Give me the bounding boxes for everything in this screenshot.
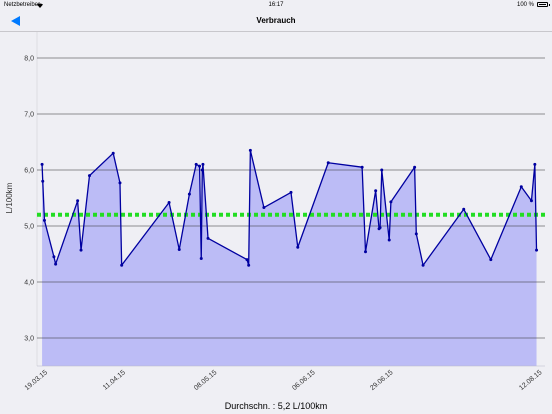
- y-axis-label: L/100km: [5, 182, 14, 213]
- data-point: [289, 190, 293, 194]
- data-point: [247, 263, 251, 267]
- x-tick-label: 08.05.15: [193, 369, 218, 392]
- data-point: [40, 162, 44, 166]
- data-point: [326, 161, 330, 165]
- data-point: [167, 200, 171, 204]
- y-tick-label: 4,0: [24, 280, 34, 287]
- x-tick-label: 19.03.15: [24, 369, 49, 392]
- carrier-label: Netzbetreiber: [4, 2, 41, 8]
- data-point: [389, 200, 393, 204]
- data-point: [489, 258, 493, 262]
- data-point: [519, 185, 523, 189]
- back-arrow-icon: [10, 16, 20, 26]
- y-tick-label: 3,0: [24, 336, 34, 343]
- data-point: [120, 263, 124, 267]
- data-point: [111, 151, 115, 155]
- consumption-line: [41, 149, 538, 266]
- data-point: [118, 181, 122, 185]
- y-tick-label: 7,0: [24, 112, 34, 119]
- data-point: [535, 248, 539, 252]
- x-tick-label: 11.04.15: [102, 369, 127, 392]
- consumption-area: [42, 150, 537, 366]
- data-point: [199, 256, 203, 260]
- data-point: [87, 174, 91, 178]
- data-point: [206, 236, 210, 240]
- data-point: [387, 238, 391, 242]
- data-point: [41, 179, 45, 183]
- data-point: [421, 263, 425, 267]
- data-point: [374, 189, 378, 193]
- data-point: [54, 262, 58, 266]
- data-point: [200, 168, 204, 172]
- battery-icon: [537, 2, 548, 7]
- data-point: [378, 226, 382, 230]
- data-point: [79, 248, 83, 252]
- data-point: [52, 255, 56, 259]
- data-point: [177, 248, 181, 252]
- data-point: [360, 165, 364, 169]
- data-point: [380, 168, 384, 172]
- data-point: [245, 258, 249, 262]
- x-tick-label: 06.06.15: [291, 369, 316, 392]
- y-tick-label: 6,0: [24, 168, 34, 175]
- data-point: [76, 199, 80, 203]
- consumption-chart: 3,0 4,0 5,0 6,0 7,0 8,0 L/100km 19.03.15 11.04.1…: [5, 32, 545, 392]
- back-button[interactable]: [8, 14, 22, 28]
- data-point: [529, 199, 533, 203]
- data-point: [414, 232, 418, 236]
- data-point: [462, 207, 466, 211]
- page-title: Verbrauch: [256, 16, 296, 25]
- data-point: [194, 162, 198, 166]
- navigation-bar: Verbrauch: [0, 10, 552, 32]
- data-point: [262, 206, 266, 210]
- battery-tip: [549, 4, 550, 6]
- data-point: [413, 165, 417, 169]
- data-point: [248, 148, 252, 152]
- data-point: [42, 218, 46, 222]
- status-time: 16:17: [268, 2, 284, 8]
- data-point: [533, 162, 537, 166]
- wifi-icon: [37, 2, 43, 8]
- data-point: [296, 245, 300, 249]
- data-point: [201, 162, 205, 166]
- y-tick-label: 8,0: [24, 56, 34, 63]
- data-point: [364, 250, 368, 254]
- data-point: [198, 164, 202, 168]
- average-summary: Durchschn. : 5,2 L/100km: [224, 401, 328, 411]
- battery-percent: 100 %: [516, 2, 534, 8]
- data-point: [187, 192, 191, 196]
- x-tick-label: 12.08.15: [518, 369, 543, 392]
- status-bar: Netzbetreiber 16:17 100 %: [0, 0, 552, 10]
- x-tick-label: 29.06.15: [369, 369, 394, 392]
- y-tick-label: 5,0: [24, 224, 34, 231]
